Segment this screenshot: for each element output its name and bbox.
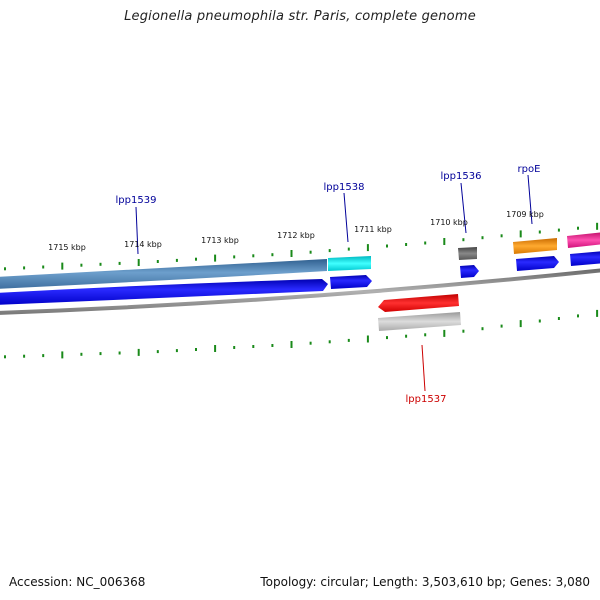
gene-lpp1536[interactable] (458, 247, 477, 260)
reverse-scale-ticks (4, 309, 599, 359)
tick-label-1715: 1715 kbp (48, 243, 86, 252)
genome-summary-text: Topology: circular; Length: 3,503,610 bp… (260, 575, 590, 589)
label-line-lpp1537 (421, 344, 426, 392)
cds-forward-4[interactable] (516, 256, 559, 271)
label-rpoE[interactable]: rpoE (518, 164, 541, 175)
cds-forward-2[interactable] (330, 275, 372, 289)
label-lpp1536[interactable]: lpp1536 (441, 171, 482, 182)
tick-label-1713: 1713 kbp (201, 236, 239, 245)
gene-lpp1539[interactable] (0, 259, 327, 289)
accession-text: Accession: NC_006368 (9, 575, 146, 589)
tick-label-1709: 1709 kbp (506, 210, 544, 219)
gene-lpp1538[interactable] (328, 256, 371, 271)
tick-label-1710: 1710 kbp (430, 218, 468, 227)
gene-magenta[interactable] (567, 232, 600, 248)
label-lpp1539[interactable]: lpp1539 (116, 195, 157, 206)
tick-label-1712: 1712 kbp (277, 231, 315, 240)
forward-scale-ticks (4, 222, 599, 271)
gene-rpoE[interactable] (513, 238, 557, 254)
cds-forward-1[interactable] (0, 279, 328, 305)
map-title: Legionella pneumophila str. Paris, compl… (124, 9, 476, 24)
tick-label-1714: 1714 kbp (124, 240, 162, 249)
gene-lpp1537[interactable] (378, 294, 459, 312)
label-lpp1538[interactable]: lpp1538 (324, 182, 365, 193)
gene-reverse-gray[interactable] (378, 312, 461, 331)
tick-label-1711: 1711 kbp (354, 225, 392, 234)
cds-forward-3[interactable] (460, 265, 479, 278)
label-lpp1537[interactable]: lpp1537 (406, 394, 447, 405)
cds-forward-5[interactable] (570, 251, 600, 266)
label-line-lpp1538 (343, 192, 349, 243)
label-line-rpoE (527, 174, 533, 225)
label-line-lpp1536 (460, 182, 467, 234)
genome-backbone (0, 268, 600, 315)
label-line-lpp1539 (135, 206, 139, 255)
